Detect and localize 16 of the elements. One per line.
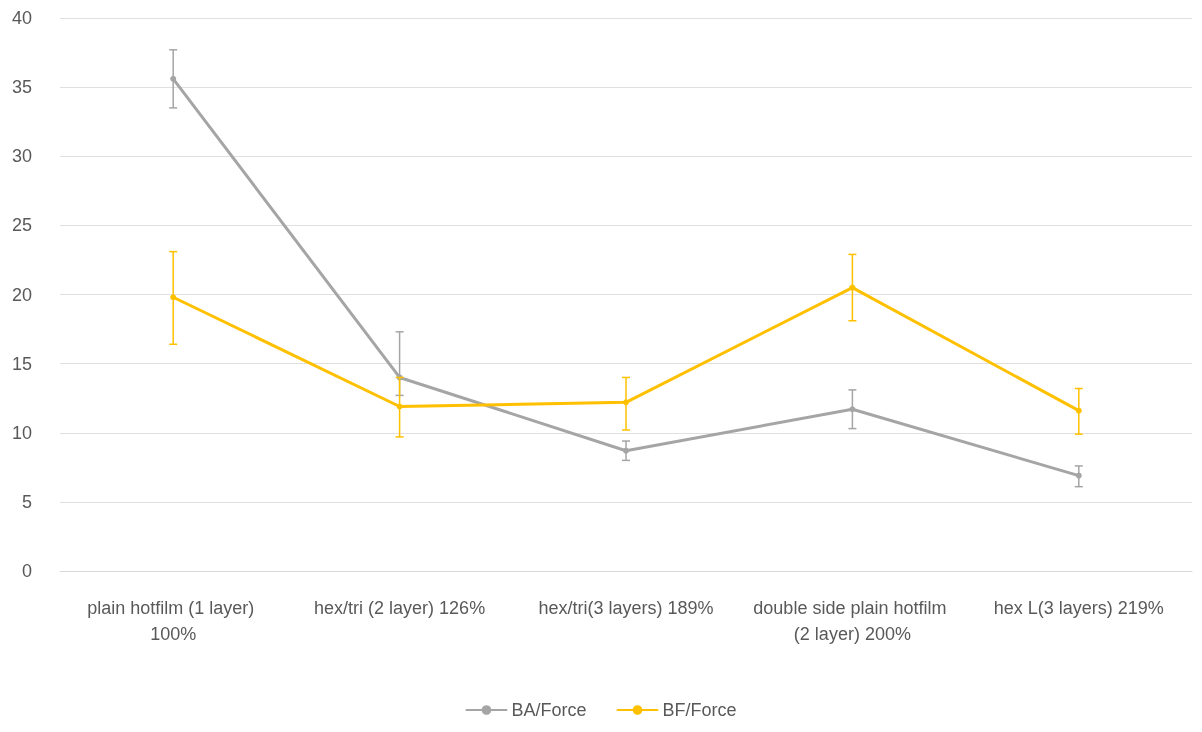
y-tick-label: 25 — [11, 215, 32, 236]
y-tick-label: 5 — [21, 491, 32, 512]
x-tick-label: double side plain hotfilm (2 layer) 200% — [753, 598, 952, 644]
legend-label: BF/Force — [662, 700, 737, 720]
y-tick-label: 0 — [21, 561, 32, 581]
y-tick-label: 35 — [11, 77, 32, 98]
x-tick-label: plain hotfilm (1 layer) 100% — [87, 598, 260, 644]
y-tick-label: 20 — [11, 284, 32, 305]
y-tick-label: 15 — [11, 353, 32, 374]
x-tick-label: hex L(3 layers) 219% — [993, 598, 1164, 618]
y-tick-label: 40 — [11, 8, 32, 28]
y-tick-label: 10 — [11, 422, 32, 443]
y-tick-label: 30 — [11, 146, 32, 167]
x-tick-label: hex/tri(3 layers) 189% — [538, 598, 714, 618]
legend-label: BA/Force — [511, 700, 587, 720]
x-tick-label: hex/tri (2 layer) 126% — [314, 598, 486, 618]
